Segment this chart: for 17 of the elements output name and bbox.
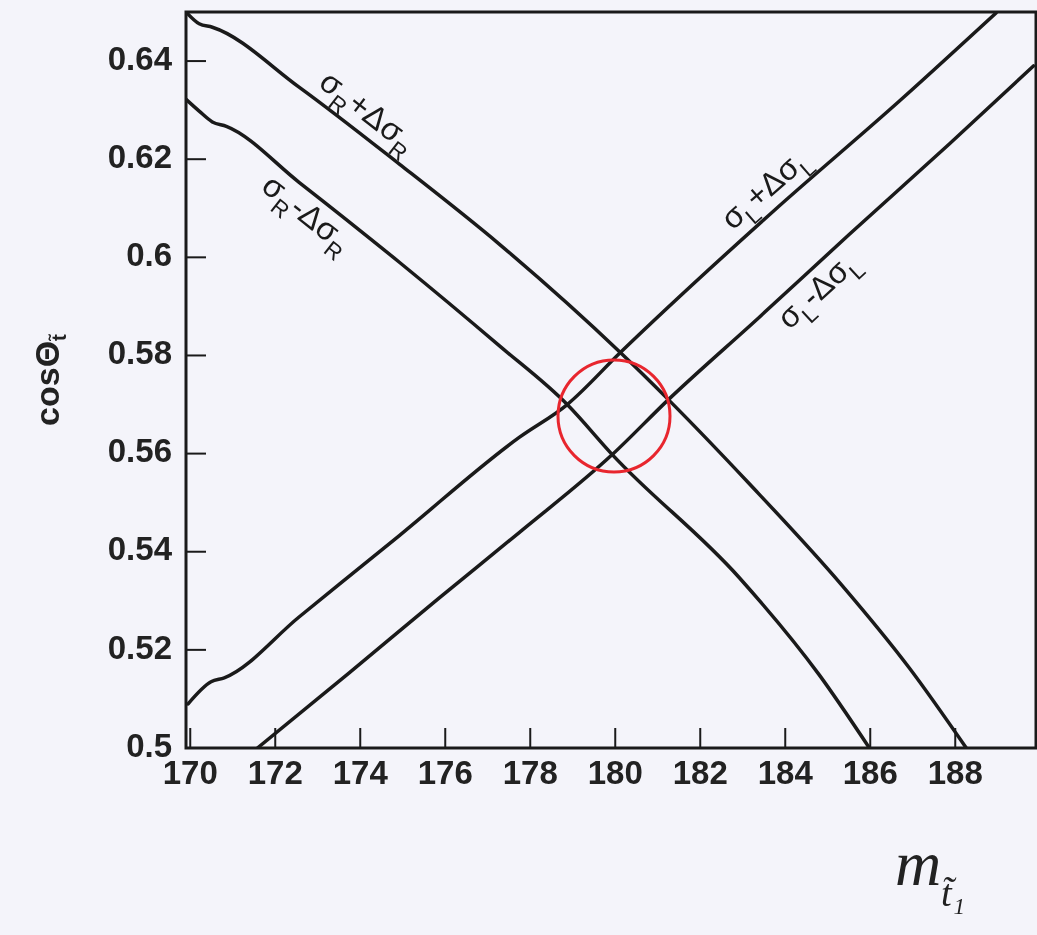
x-tick-label: 176	[417, 754, 473, 791]
x-tick-label: 186	[842, 754, 898, 791]
x-tick-label: 172	[247, 754, 303, 791]
x-tick-label: 184	[757, 754, 814, 791]
y-tick-label: 0.54	[107, 530, 173, 568]
x-tick-label: 174	[332, 754, 389, 791]
y-tick-label: 0.64	[107, 39, 173, 77]
x-axis-title: m$_{t̃₁}$	[894, 828, 966, 914]
x-tick-label: 178	[502, 754, 558, 791]
y-tick-label: 0.52	[107, 628, 172, 666]
y-tick-label: 0.6	[126, 236, 172, 274]
y-tick-label: 0.56	[107, 432, 172, 470]
y-tick-label: 0.58	[107, 334, 172, 372]
y-tick-label: 0.62	[107, 137, 172, 175]
x-tick-label: 188	[927, 754, 983, 791]
x-tick-label: 180	[587, 754, 643, 791]
x-tick-label: 182	[672, 754, 728, 791]
